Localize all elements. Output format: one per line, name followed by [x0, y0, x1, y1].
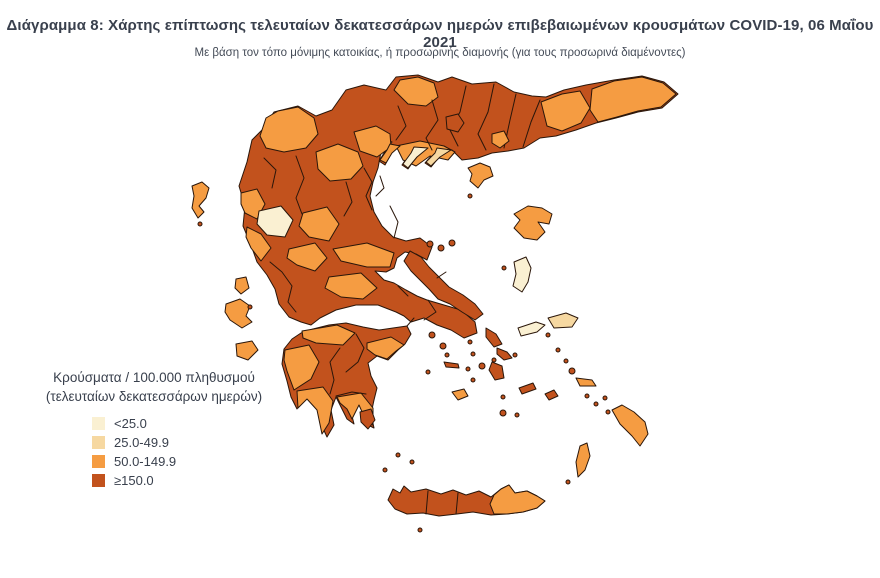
- legend-title-line2: (τελευταίων δεκατεσσάρων ημερών): [45, 388, 263, 404]
- region-arta: [256, 205, 294, 238]
- region-athos-peninsula: [425, 147, 452, 167]
- island-rhodes: [611, 404, 649, 447]
- region-phthiotis: [332, 242, 395, 268]
- island-kos: [575, 377, 597, 387]
- island-corfu: [191, 181, 210, 219]
- island-andros: [485, 327, 503, 348]
- island-zakynthos: [235, 340, 259, 361]
- region-preveza: [245, 226, 272, 262]
- island-astypalaia: [544, 389, 559, 401]
- legend-label: <25.0: [114, 415, 147, 431]
- island-lemnos: [467, 162, 494, 189]
- region-sithonia-peninsula: [402, 146, 429, 169]
- region-crete-lasithi: [489, 484, 546, 515]
- island-samos: [547, 312, 579, 329]
- legend-swatch-50-149: [92, 454, 105, 468]
- region-karditsa: [298, 206, 340, 242]
- mainland-light-regions: [240, 76, 677, 435]
- internal-borders: [263, 83, 541, 515]
- legend-title-line1: Κρούσματα / 100.000 πληθυσμού: [53, 370, 255, 385]
- legend-items: <25.0 25.0-49.9 50.0-149.9 ≥150.0: [30, 416, 278, 488]
- island-milos: [451, 388, 469, 401]
- region-kassandra-peninsula: [379, 143, 401, 164]
- island-thasos: [445, 113, 465, 133]
- region-florina-kastoria: [259, 106, 319, 153]
- island-kefalonia: [224, 298, 253, 329]
- island-tinos: [496, 347, 513, 361]
- island-karpathos: [575, 442, 591, 478]
- region-achaia: [301, 324, 356, 346]
- region-phocis: [324, 272, 378, 300]
- region-evros: [589, 76, 677, 123]
- small-islands: [197, 193, 611, 533]
- island-lesbos: [513, 205, 553, 241]
- region-elis: [283, 344, 320, 391]
- islands: [191, 113, 649, 533]
- region-messenia: [296, 386, 334, 435]
- legend-label: 50.0-149.9: [114, 453, 177, 469]
- legend-swatch-25-49: [92, 435, 105, 449]
- island-naxos: [488, 361, 505, 381]
- legend-swatch-lt25: [92, 416, 105, 430]
- region-argolis: [366, 336, 405, 360]
- legend-item: ≥150.0: [92, 473, 278, 488]
- legend-swatch-gte150: [92, 473, 105, 487]
- region-rhodope: [540, 90, 591, 132]
- region-kilkis: [393, 76, 439, 107]
- region-kozani: [315, 143, 364, 182]
- island-samothrace: [491, 130, 510, 149]
- region-evia: [403, 250, 484, 321]
- page-title: Διάγραμμα 8: Χάρτης επίπτωσης τελευταίων…: [6, 17, 874, 51]
- island-amorgos: [518, 382, 537, 395]
- legend-label: 25.0-49.9: [114, 434, 169, 450]
- region-evrytania: [286, 242, 328, 272]
- island-hydra: [443, 361, 460, 369]
- legend-item: 50.0-149.9: [92, 454, 278, 469]
- island-lefkada: [234, 276, 250, 295]
- legend-item: 25.0-49.9: [92, 435, 278, 450]
- legend-item: <25.0: [92, 416, 278, 431]
- island-kythira: [359, 408, 376, 430]
- legend: Κρούσματα / 100.000 πληθυσμού (τελευταίω…: [30, 369, 278, 492]
- island-ikaria: [517, 321, 546, 337]
- page-subtitle: Με βάση τον τόπο μόνιμης κατοικίας, ή πρ…: [194, 47, 686, 59]
- island-chios: [512, 256, 532, 293]
- legend-label: ≥150.0: [114, 472, 154, 488]
